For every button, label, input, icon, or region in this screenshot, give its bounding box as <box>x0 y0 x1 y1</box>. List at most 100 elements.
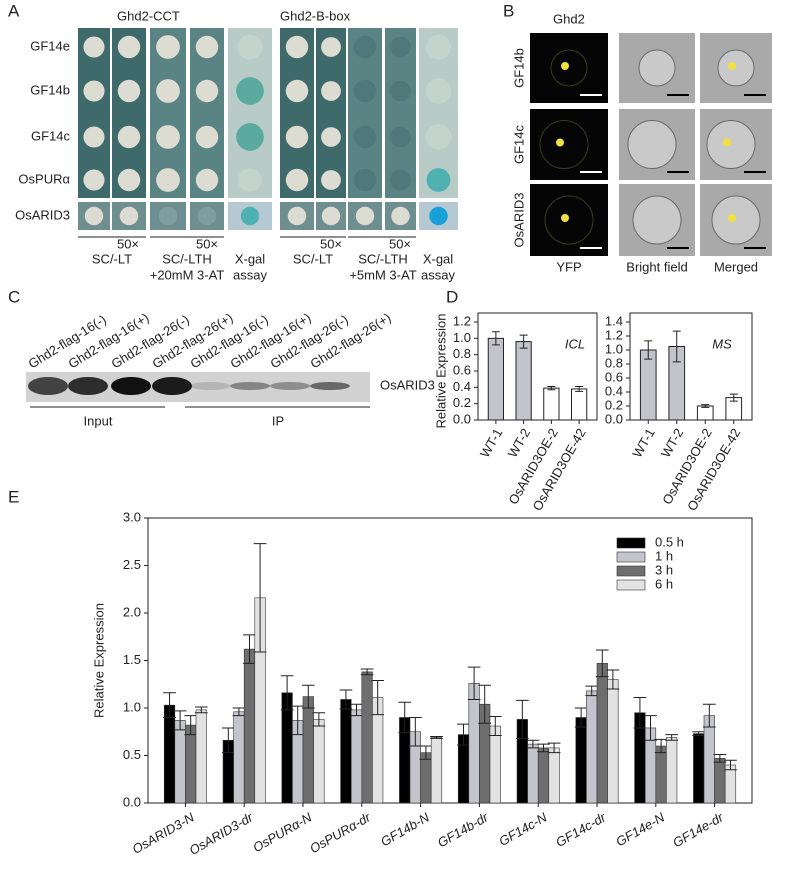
x-tick-label: WT-2 <box>505 426 534 460</box>
cell <box>717 49 755 87</box>
dilution-label: 50× <box>389 236 411 251</box>
error-bar <box>574 707 588 728</box>
error-bar <box>713 754 727 763</box>
colony <box>197 206 217 226</box>
colony <box>285 79 309 103</box>
panel-letter: C <box>8 287 20 306</box>
error-bar <box>488 716 502 737</box>
colony <box>353 79 377 103</box>
bar <box>596 663 608 804</box>
error-bar <box>312 712 326 727</box>
error-bar <box>654 738 668 754</box>
column-label: YFP <box>556 259 581 274</box>
y-axis-label: Relative Expression <box>433 314 448 429</box>
annotation: MS <box>712 336 732 351</box>
colony <box>240 206 260 226</box>
colony <box>390 36 411 58</box>
row-label: GF14b <box>511 48 526 88</box>
panel-letter: A <box>8 1 20 20</box>
error-bar <box>457 723 470 746</box>
error-bar <box>291 705 305 736</box>
error-bar <box>665 734 679 741</box>
colony <box>390 169 411 191</box>
y-tick-label: 1.0 <box>453 330 471 345</box>
cell <box>706 120 756 169</box>
group-label: IP <box>272 413 284 428</box>
error-bar <box>595 649 609 678</box>
bar <box>703 715 715 804</box>
y-tick-label: 1.5 <box>123 652 141 667</box>
colony <box>321 81 341 101</box>
colony <box>321 37 341 57</box>
condition-label: +5mM 3-AT <box>349 267 416 282</box>
legend-label: 3 h <box>655 562 673 577</box>
colony <box>285 35 309 59</box>
condition-label: +20mM 3-AT <box>150 267 225 282</box>
condition-label: SC/-LT <box>92 251 132 266</box>
cell <box>544 195 594 245</box>
error-bar <box>575 386 584 392</box>
bar <box>570 388 588 421</box>
x-tick-label: GF14c-dr <box>553 809 609 850</box>
row-label: OsARID3 <box>15 207 70 222</box>
bar <box>666 737 678 804</box>
legend-swatch <box>616 551 646 563</box>
condition-label: X-gal <box>423 251 453 266</box>
colony <box>238 168 262 192</box>
column-label: Bright field <box>626 259 687 274</box>
legend-swatch <box>616 565 646 577</box>
band <box>190 382 230 390</box>
y-tick-label: 2.0 <box>123 604 141 619</box>
legend-label: 0.5 h <box>655 534 684 549</box>
colony <box>429 206 448 226</box>
bar <box>515 341 532 421</box>
micrograph <box>530 33 608 103</box>
colony <box>390 80 411 102</box>
band <box>68 377 108 395</box>
band <box>28 377 68 395</box>
error-bar <box>547 742 561 754</box>
colony <box>83 126 105 148</box>
y-tick-label: 0.0 <box>123 794 141 809</box>
row-label: OsARID3 <box>511 193 526 248</box>
x-tick-label: OsPURα-dr <box>307 809 373 856</box>
bar <box>548 747 560 804</box>
condition-label: SC/-LT <box>293 251 333 266</box>
panel-letter: B <box>503 1 514 20</box>
error-bar <box>173 710 187 731</box>
bar <box>714 758 726 804</box>
band <box>310 382 350 390</box>
bar <box>350 709 363 804</box>
error-bar <box>692 731 706 737</box>
bar <box>302 696 314 804</box>
yfp-signal <box>728 214 736 222</box>
colony <box>156 168 180 192</box>
y-tick-label: 3.0 <box>123 509 141 524</box>
x-tick-label: OsARID3-N <box>130 809 197 857</box>
y-tick-label: 0.8 <box>453 346 471 361</box>
error-bar <box>360 668 374 676</box>
bar <box>313 719 325 804</box>
y-tick-label: 2.5 <box>123 557 141 572</box>
panel-letter: D <box>446 287 458 306</box>
dilution-label: 50× <box>196 236 218 251</box>
bar <box>586 690 598 804</box>
legend-swatch <box>616 579 646 591</box>
error-bar <box>301 684 315 709</box>
colony <box>353 35 377 59</box>
band <box>111 377 151 395</box>
bar <box>543 387 560 421</box>
y-tick-label: 0.0 <box>605 411 623 426</box>
y-tick-label: 1.4 <box>605 313 623 328</box>
colony <box>117 79 141 103</box>
colony <box>83 80 105 102</box>
bar <box>430 737 443 804</box>
error-bar <box>430 736 443 739</box>
x-tick-label: WT-2 <box>658 426 687 460</box>
error-bar <box>350 703 363 717</box>
yfp-signal <box>728 62 736 70</box>
condition-label: assay <box>233 267 267 282</box>
condition-label: assay <box>421 267 455 282</box>
bar <box>696 405 714 421</box>
y-tick-label: 1.2 <box>453 313 471 328</box>
